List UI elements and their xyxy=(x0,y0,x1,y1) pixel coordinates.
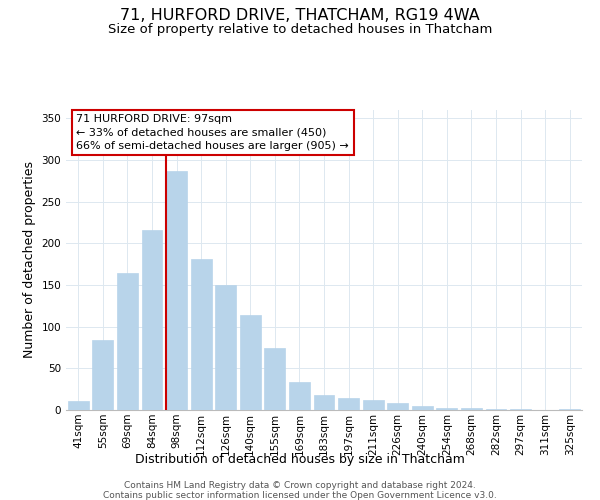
Bar xyxy=(338,398,359,410)
Bar xyxy=(289,382,310,410)
Text: Contains HM Land Registry data © Crown copyright and database right 2024.: Contains HM Land Registry data © Crown c… xyxy=(124,481,476,490)
Bar xyxy=(142,230,163,410)
Bar xyxy=(362,400,383,410)
Bar xyxy=(215,285,236,410)
Bar xyxy=(510,409,531,410)
Y-axis label: Number of detached properties: Number of detached properties xyxy=(23,162,36,358)
Bar xyxy=(191,259,212,410)
Bar xyxy=(559,409,580,410)
Bar xyxy=(436,408,457,410)
Bar xyxy=(68,401,89,410)
Bar xyxy=(166,171,187,410)
Bar xyxy=(240,315,261,410)
Bar xyxy=(92,340,113,410)
Bar xyxy=(461,408,482,410)
Text: Contains public sector information licensed under the Open Government Licence v3: Contains public sector information licen… xyxy=(103,491,497,500)
Bar xyxy=(387,402,408,410)
Text: 71, HURFORD DRIVE, THATCHAM, RG19 4WA: 71, HURFORD DRIVE, THATCHAM, RG19 4WA xyxy=(120,8,480,22)
Bar xyxy=(117,274,138,410)
Text: 71 HURFORD DRIVE: 97sqm
← 33% of detached houses are smaller (450)
66% of semi-d: 71 HURFORD DRIVE: 97sqm ← 33% of detache… xyxy=(76,114,349,151)
Bar xyxy=(265,348,286,410)
Bar xyxy=(412,406,433,410)
Text: Size of property relative to detached houses in Thatcham: Size of property relative to detached ho… xyxy=(108,22,492,36)
Bar xyxy=(314,395,334,410)
Bar xyxy=(485,409,506,410)
Text: Distribution of detached houses by size in Thatcham: Distribution of detached houses by size … xyxy=(135,452,465,466)
